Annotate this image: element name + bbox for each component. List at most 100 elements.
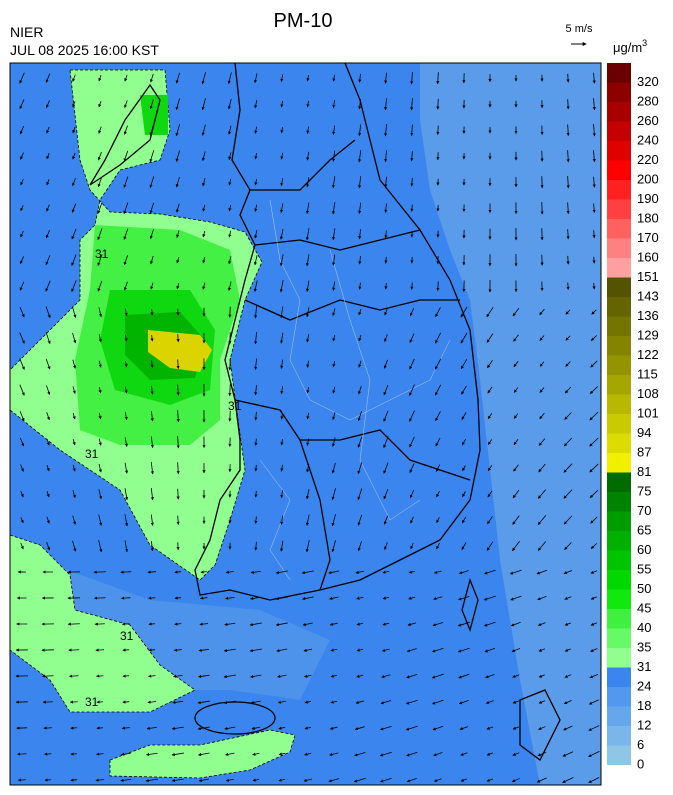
wind-arrow — [380, 700, 392, 705]
wind-arrow — [19, 437, 25, 447]
wind-arrow — [253, 255, 258, 266]
wind-arrow — [149, 176, 155, 189]
wind-arrow — [279, 306, 284, 319]
wind-arrow — [354, 726, 365, 731]
island-coast — [519, 689, 561, 761]
wind-arrow — [589, 673, 599, 679]
wind-arrow — [357, 488, 363, 501]
wind-arrow — [484, 647, 496, 653]
wind-arrow — [590, 543, 598, 550]
wind-arrow — [384, 203, 388, 213]
colorbar-segment — [607, 667, 631, 687]
wind-arrow — [228, 178, 232, 186]
wind-arrow — [588, 777, 600, 783]
wind-arrow — [566, 124, 570, 137]
wind-arrow — [384, 282, 388, 290]
wind-arrow — [433, 752, 443, 757]
colorbar-label: 94 — [637, 425, 651, 440]
wind-arrow — [123, 228, 129, 240]
colorbar-segment — [607, 531, 631, 551]
wind-arrow — [306, 333, 310, 343]
wind-arrow — [462, 491, 466, 498]
wind-arrow — [176, 230, 180, 239]
colorbar-label: 190 — [637, 191, 659, 206]
wind-arrow — [406, 648, 417, 653]
wind-arrow — [539, 308, 545, 316]
wind-arrow — [513, 439, 519, 446]
unit: μg/m — [613, 40, 642, 55]
wind-arrow — [280, 203, 284, 214]
wind-arrow — [94, 622, 105, 626]
colorbar-label: 60 — [637, 542, 651, 557]
wind-arrow — [97, 228, 103, 241]
colorbar-label: 151 — [637, 269, 659, 284]
wind-arrow — [199, 622, 209, 626]
wind-arrow — [589, 490, 599, 499]
wind-arrow — [123, 125, 128, 135]
wind-arrow — [224, 726, 236, 731]
wind-arrow — [251, 726, 261, 730]
wind-arrow — [384, 542, 388, 551]
wind-arrow — [355, 700, 365, 704]
wind-arrow — [46, 412, 50, 421]
colorbar-segment — [607, 511, 631, 531]
wind-arrow — [486, 541, 494, 551]
wind-arrow — [71, 280, 77, 293]
wind-arrow — [305, 307, 310, 318]
colorbar-segment — [607, 550, 631, 570]
wind-arrow — [97, 280, 103, 292]
wind-arrow — [331, 514, 336, 527]
wind-arrow — [150, 308, 154, 316]
wind-arrow — [305, 254, 310, 267]
colorbar-label: 40 — [637, 620, 651, 635]
wind-arrow — [410, 204, 414, 212]
wind-arrow — [483, 595, 496, 601]
colorbar-label: 180 — [637, 210, 659, 225]
wind-arrow — [305, 202, 310, 215]
wind-arrow — [436, 542, 440, 550]
contour-label: 31 — [120, 629, 134, 643]
wind-arrow — [384, 230, 388, 239]
wind-arrow — [147, 570, 157, 574]
wind-arrow — [409, 490, 415, 499]
wind-arrow — [228, 125, 232, 135]
wind-arrow — [565, 309, 571, 315]
wind-arrow — [176, 256, 180, 264]
wind-arrow — [563, 463, 573, 473]
wind-arrow — [70, 778, 78, 782]
colorbar-label: 75 — [637, 483, 651, 498]
colorbar-segment — [607, 199, 631, 219]
colorbar-label: 81 — [637, 464, 651, 479]
wind-arrow — [358, 99, 362, 110]
wind-arrow — [305, 280, 310, 292]
border — [234, 399, 471, 481]
wind-arrow — [306, 74, 310, 82]
wind-arrow — [328, 778, 340, 783]
colorbar-label: 0 — [637, 756, 644, 771]
wind-arrow — [379, 777, 392, 783]
wind-arrow — [123, 254, 129, 266]
wind-arrow — [563, 437, 573, 447]
wind-arrow — [46, 204, 50, 212]
wind-arrow — [98, 438, 102, 446]
colorbar-label: 200 — [637, 171, 659, 186]
wind-field — [15, 72, 600, 783]
wind-arrow — [358, 255, 362, 265]
colorbar-label: 50 — [637, 581, 651, 596]
wind-arrow — [19, 99, 25, 110]
unit-exponent: 3 — [642, 38, 647, 48]
wind-arrow — [590, 360, 598, 368]
wind-arrow — [458, 673, 470, 679]
wind-arrow — [566, 202, 570, 215]
wind-arrow — [254, 178, 258, 186]
wind-arrow — [124, 334, 128, 342]
wind-arrow — [457, 621, 470, 627]
wind-arrow — [98, 100, 102, 108]
wind-arrow — [462, 465, 466, 472]
wind-arrow — [148, 674, 156, 678]
wind-arrow — [329, 622, 338, 626]
wind-arrow — [538, 700, 546, 704]
wind-arrow — [45, 306, 51, 319]
wind-arrow — [384, 98, 388, 111]
wind-arrow — [19, 332, 25, 344]
